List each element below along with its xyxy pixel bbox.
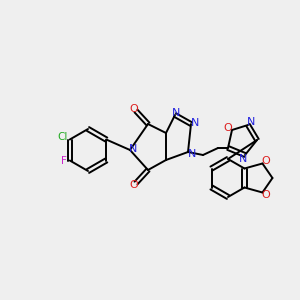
Text: N: N xyxy=(172,108,180,118)
Text: N: N xyxy=(129,144,137,154)
Text: O: O xyxy=(261,155,270,166)
Text: O: O xyxy=(130,180,138,190)
Text: O: O xyxy=(224,123,232,133)
Text: O: O xyxy=(130,104,138,114)
Text: O: O xyxy=(261,190,270,200)
Text: N: N xyxy=(191,118,199,128)
Text: N: N xyxy=(239,154,247,164)
Text: Cl: Cl xyxy=(58,133,68,142)
Text: N: N xyxy=(188,149,196,159)
Text: F: F xyxy=(61,157,67,166)
Text: N: N xyxy=(247,117,255,127)
